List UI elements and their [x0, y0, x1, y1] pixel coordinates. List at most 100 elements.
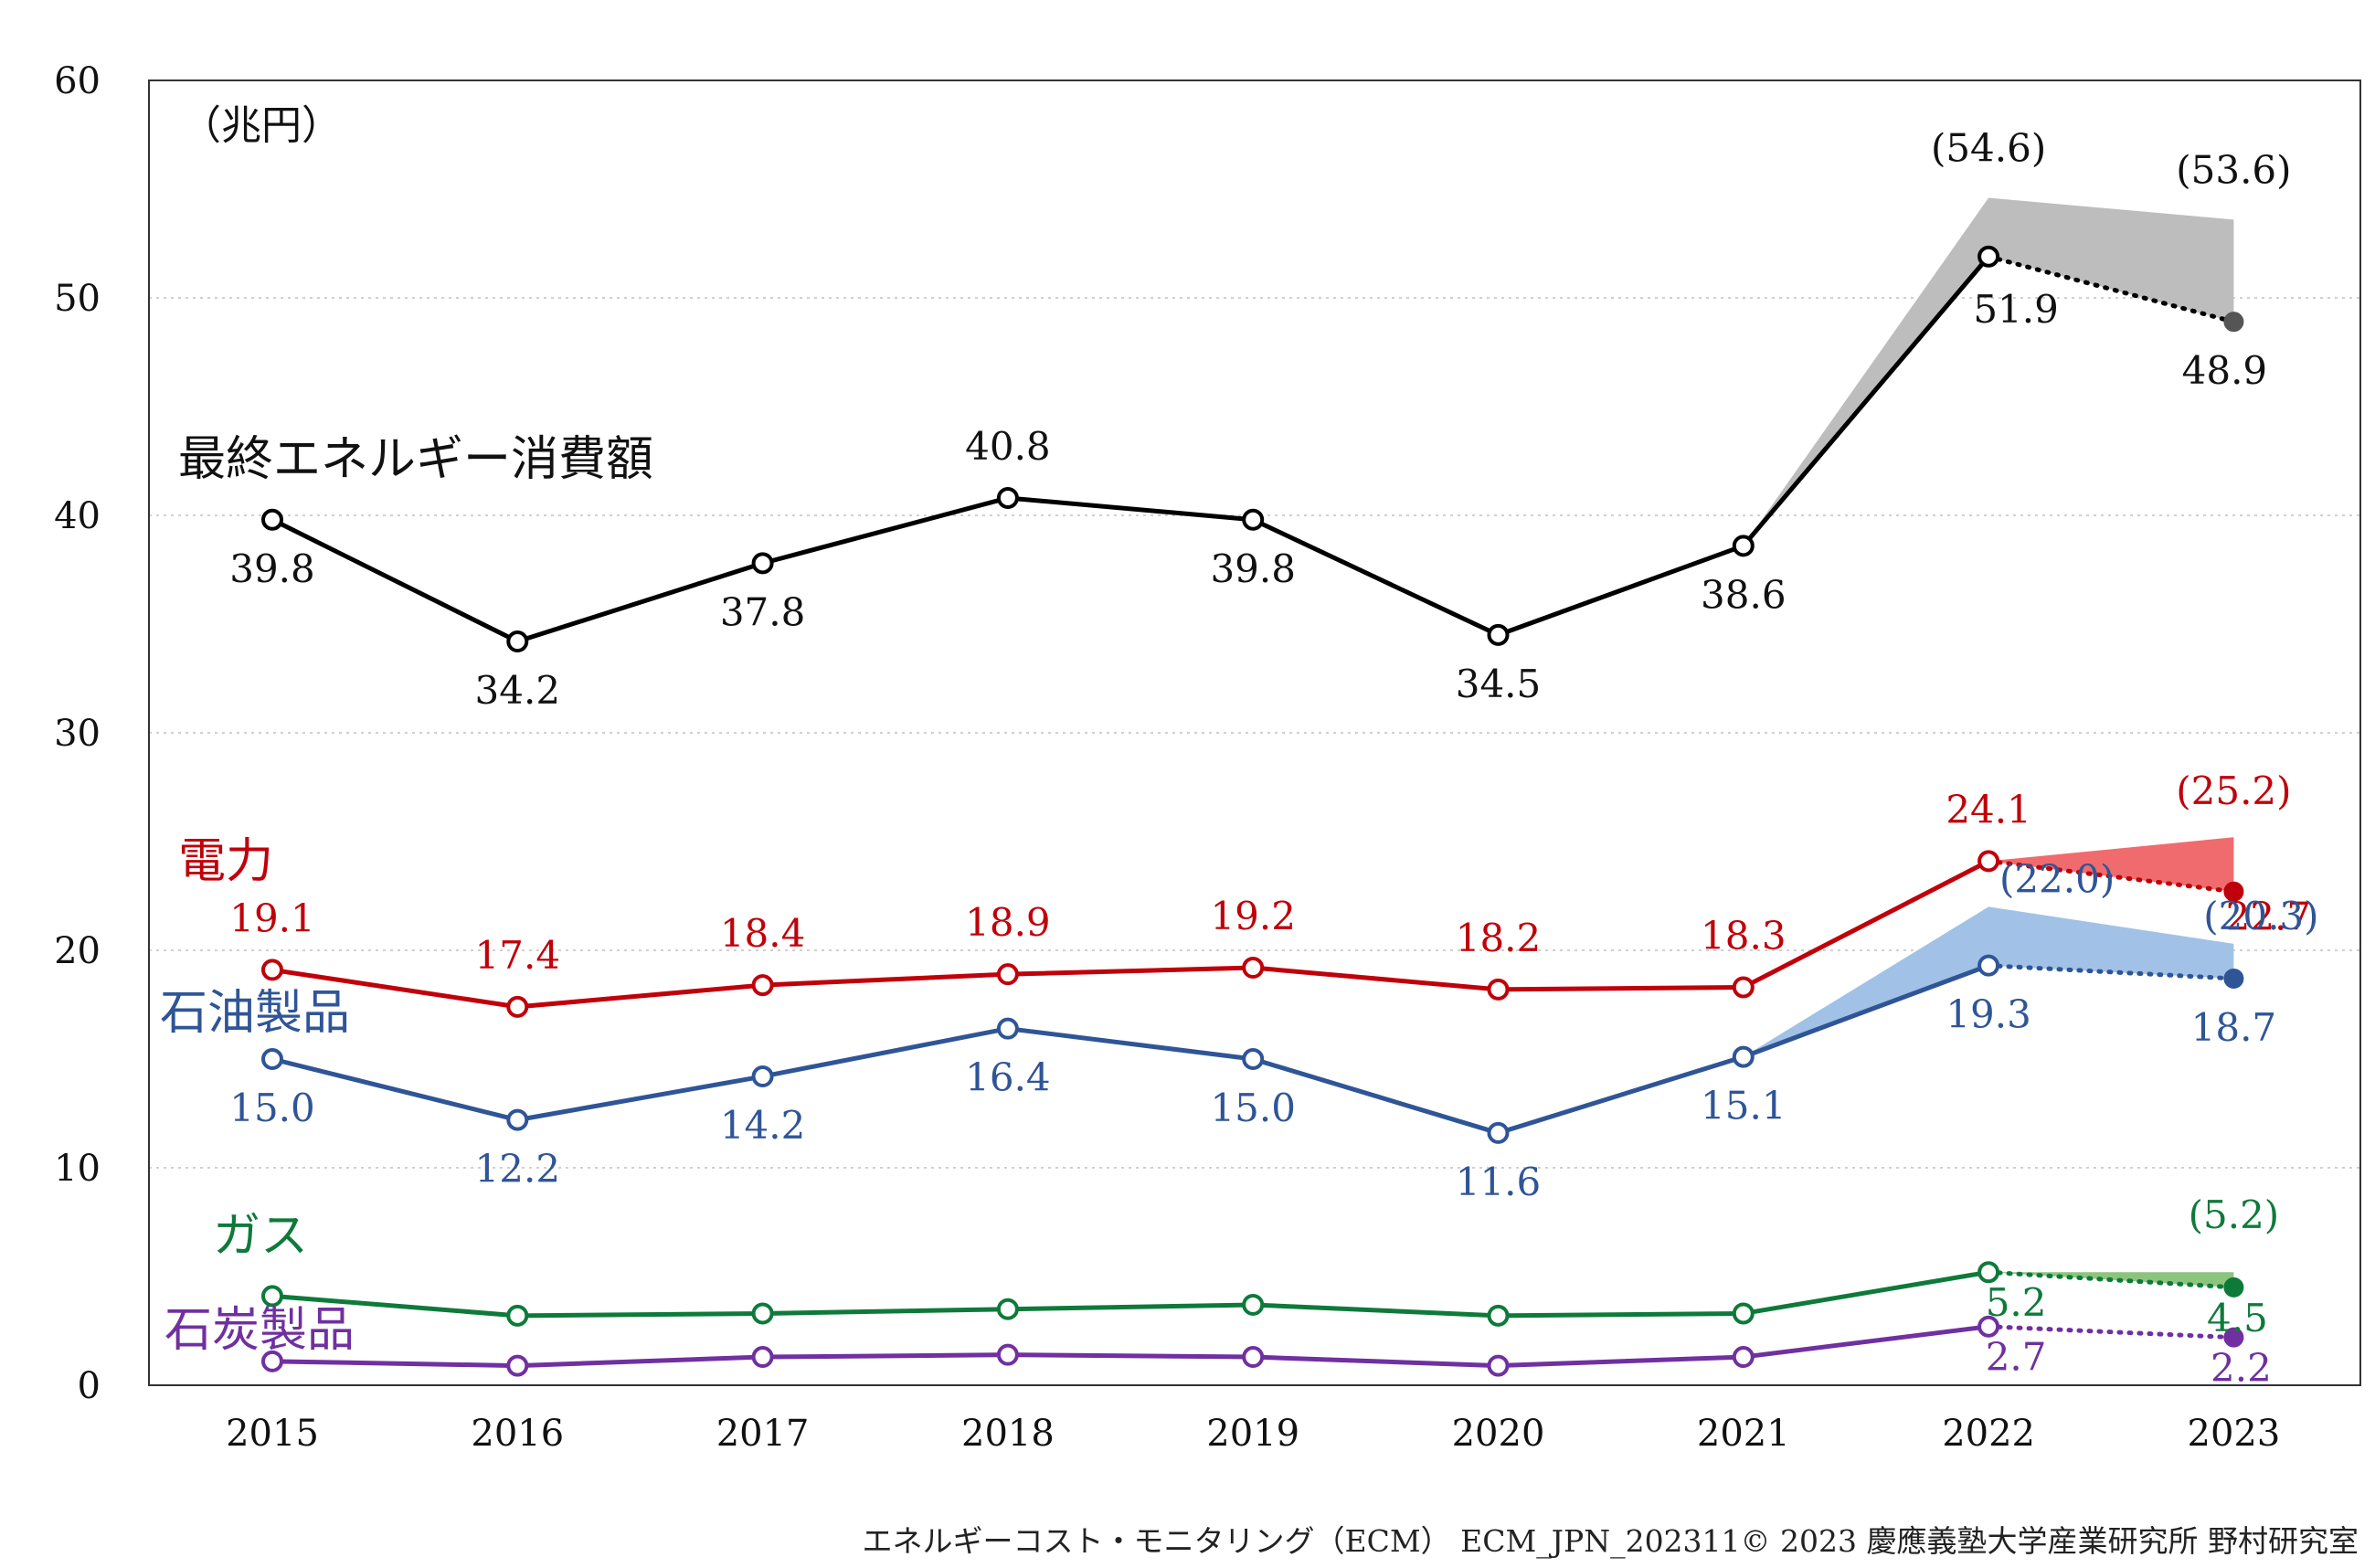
data-point: [1487, 1121, 1510, 1144]
data-label: 22.7: [2226, 895, 2312, 939]
data-point: [261, 508, 283, 531]
x-tick-label: 2016: [471, 1413, 564, 1455]
data-label: 51.9: [1973, 287, 2059, 332]
data-label: 15.0: [1210, 1086, 1296, 1130]
data-label: 12.2: [475, 1147, 561, 1192]
data-label: 19.3: [1946, 992, 2031, 1037]
data-point: [1732, 1346, 1755, 1369]
data-points: [261, 245, 2244, 1377]
series-projection-line: [1986, 963, 2236, 981]
series-lines: [270, 254, 2236, 1369]
series-name: ガス: [213, 1209, 308, 1264]
x-tick-label: 2015: [226, 1413, 319, 1455]
y-tick-label: 60: [54, 60, 101, 102]
data-point: [751, 1346, 774, 1369]
data-label: 15.0: [229, 1086, 315, 1130]
data-label: 18.9: [965, 900, 1051, 945]
y-tick-label: 0: [78, 1365, 101, 1407]
data-label: 39.8: [229, 546, 315, 591]
x-tick-label: 2021: [1697, 1413, 1790, 1455]
projection-band: [1743, 906, 2234, 1057]
data-point: [1732, 535, 1755, 557]
data-point: [2223, 881, 2244, 902]
data-point: [1732, 1045, 1755, 1068]
data-point: [1487, 1354, 1510, 1377]
gridlines: [149, 297, 2360, 1169]
data-point: [2223, 1327, 2244, 1348]
data-point: [996, 486, 1019, 509]
data-label: 2.2: [2211, 1346, 2272, 1391]
data-label: 37.8: [720, 589, 806, 634]
data-label: 15.1: [1701, 1084, 1787, 1128]
data-point: [506, 995, 529, 1018]
series-projection-line: [1986, 1324, 2236, 1340]
data-point: [1487, 623, 1510, 646]
data-point: [506, 1108, 529, 1131]
upper-estimate-label: (25.2): [2176, 768, 2291, 813]
data-label: 14.2: [720, 1103, 806, 1148]
data-point: [751, 552, 774, 575]
data-point: [1977, 1261, 2000, 1284]
data-point: [1242, 957, 1265, 980]
series-name: 電力: [178, 834, 273, 889]
projection-band: [1988, 837, 2234, 892]
data-point: [1242, 508, 1265, 531]
data-label: 40.8: [965, 424, 1051, 469]
data-point: [2223, 968, 2244, 989]
data-point: [996, 1343, 1019, 1366]
data-label: 18.7: [2191, 1005, 2277, 1050]
data-label: 24.1: [1946, 787, 2031, 832]
data-label: 34.2: [475, 668, 561, 713]
data-label: 34.5: [1456, 662, 1542, 706]
data-point: [751, 1065, 774, 1088]
series-line: [271, 1269, 1989, 1319]
data-point: [1242, 1048, 1265, 1070]
series-line: [270, 255, 1991, 644]
y-tick-label: 10: [54, 1148, 101, 1190]
x-tick-label: 2022: [1942, 1413, 2035, 1455]
data-label: 18.4: [720, 911, 806, 956]
projection-bands: [1743, 197, 2234, 1287]
x-tick-label: 2023: [2188, 1413, 2281, 1455]
data-point: [261, 1048, 283, 1070]
y-tick-label: 50: [54, 278, 101, 320]
x-axis: 2015 2016 2017 2018 2019 2020 2021 2022 2023: [226, 1413, 2280, 1455]
data-point: [1977, 850, 2000, 873]
data-label: 16.4: [965, 1055, 1051, 1100]
data-label: 19.1: [229, 895, 315, 940]
upper-estimate-label: (5.2): [2189, 1192, 2280, 1237]
data-label: 5.2: [1986, 1280, 2047, 1325]
upper-estimate-label: (53.6): [2176, 147, 2291, 192]
data-point: [506, 1304, 529, 1327]
upper-estimate-label: (22.0): [1999, 856, 2115, 901]
data-point: [261, 1285, 283, 1308]
series-line: [271, 1324, 1989, 1369]
data-label: 18.2: [1456, 916, 1542, 960]
series-name: 石油製品: [160, 986, 350, 1041]
series-line: [271, 859, 1990, 1010]
data-point: [1732, 976, 1755, 999]
data-point: [1977, 245, 2000, 268]
series-line: [271, 963, 1989, 1136]
x-tick-label: 2019: [1206, 1413, 1299, 1455]
series-name: 石炭製品: [164, 1303, 355, 1358]
data-point: [1977, 1315, 2000, 1338]
data-label: 2.7: [1986, 1335, 2047, 1380]
upper-estimate-label: (54.6): [1931, 126, 2046, 171]
data-point: [261, 1350, 283, 1372]
data-label: 38.6: [1701, 572, 1787, 617]
data-label: 18.3: [1701, 913, 1787, 958]
y-tick-label: 30: [54, 713, 101, 755]
y-tick-label: 40: [54, 495, 101, 537]
data-point: [2223, 1277, 2244, 1298]
x-tick-label: 2017: [716, 1413, 810, 1455]
data-point: [996, 1298, 1019, 1320]
plot-frame: [148, 79, 2361, 1386]
data-point: [1487, 978, 1510, 1001]
data-label: 4.5: [2207, 1296, 2268, 1340]
data-point: [1732, 1302, 1755, 1325]
data-point: [2223, 312, 2244, 333]
x-tick-label: 2020: [1452, 1413, 1545, 1455]
